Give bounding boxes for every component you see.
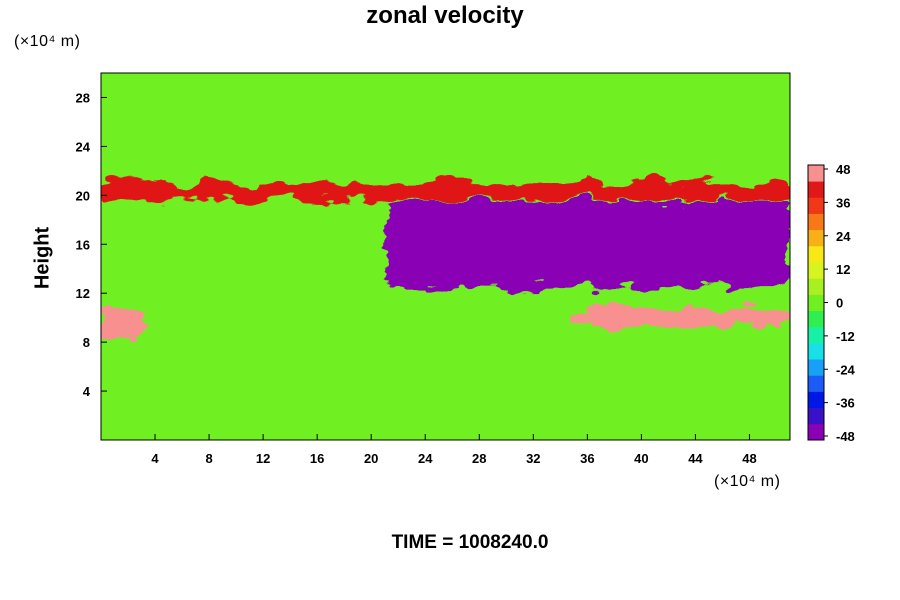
x-tick-label: 8 [205,451,212,466]
x-axis: 4 8 12 16 20 24 28 32 36 40 44 48 [151,434,757,466]
x-tick-label: 24 [418,451,433,466]
feature-upper-westerly-jet [101,183,790,201]
colorbar-tick-label: -24 [836,362,856,377]
y-tick-label: 24 [76,139,91,154]
colorbar-swatch [808,407,824,425]
colorbar-tick-label: 12 [836,262,850,277]
feature-western-jet-core [101,305,142,343]
plot-frame [100,72,791,441]
colorbar-swatch [808,326,824,344]
colorbar-swatch [808,165,824,182]
colorbar-swatch [808,181,824,198]
colorbar-tick-label: -48 [836,429,855,444]
colorbar-swatch [808,197,824,214]
y-tick-label: 8 [83,335,90,350]
y-tick-label: 12 [76,286,90,301]
x-tick-label: 20 [364,451,378,466]
colorbar-swatch [808,229,824,247]
x-tick-label: 48 [742,451,756,466]
x-tick-label: 16 [310,451,324,466]
y-axis-unit: (×10⁴ m) [14,33,81,50]
colorbar-swatch [808,423,824,441]
y-tick-label: 16 [76,237,90,252]
x-tick-label: 44 [688,451,703,466]
colorbar-swatch [808,245,824,263]
colorbar-swatch [808,278,824,295]
colorbar-swatch [808,262,824,279]
colorbar-swatch [808,342,824,360]
colorbar-tick-label: 48 [836,162,850,177]
y-axis: 4 8 12 16 20 24 28 [76,90,107,399]
colorbar-swatch [808,213,824,231]
y-tick-label: 4 [83,384,91,399]
x-tick-label: 40 [634,451,648,466]
y-tick-label: 28 [76,90,90,105]
chart-title: zonal velocity [366,2,524,29]
x-axis-unit: (×10⁴ m) [714,473,781,490]
colorbar-swatch [808,294,824,311]
x-tick-label: 12 [256,451,270,466]
colorbar-tick-label: -36 [836,396,855,411]
feature-lower-westerly-jet [573,307,790,327]
colorbar-swatch [808,375,824,392]
colorbar-tick-label: 36 [836,195,850,210]
colorbar-swatch [808,310,824,328]
time-label: TIME = 1008240.0 [391,532,549,553]
x-tick-label: 4 [151,451,159,466]
colorbar-tick-label: 0 [836,296,843,311]
colorbar-tick-label: -12 [836,329,855,344]
x-tick-label: 28 [472,451,486,466]
colorbar-tick-label: 24 [836,229,851,244]
heatmap-field [101,73,790,440]
colorbar-swatch [808,391,824,409]
feature-easterly-core [384,201,790,288]
colorbar-swatch [808,359,824,376]
y-tick-label: 20 [76,188,90,203]
colorbar: 48 36 24 12 0 -12 -24 -36 -48 [807,162,856,444]
field-layer [101,73,790,440]
x-tick-label: 36 [580,451,594,466]
x-tick-label: 32 [526,451,540,466]
